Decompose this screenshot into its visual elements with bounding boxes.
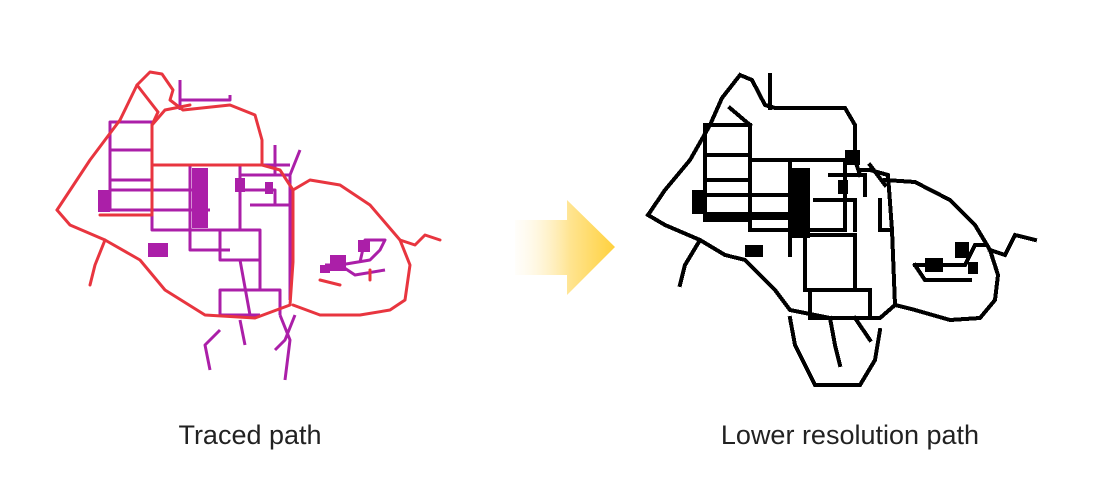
lowres-path-segment bbox=[813, 173, 867, 232]
inner-path-segment bbox=[203, 314, 297, 371]
inner-path-block bbox=[98, 190, 110, 212]
outer-path-segment bbox=[88, 238, 107, 287]
inner-path-segment bbox=[218, 228, 262, 262]
inner-path-block bbox=[192, 168, 208, 228]
lowres-path-block bbox=[925, 258, 943, 272]
traced-path-map bbox=[55, 70, 442, 381]
lowres-path-segment bbox=[645, 168, 898, 320]
inner-path-block bbox=[235, 178, 245, 192]
lowres-path-block bbox=[745, 245, 763, 257]
outer-path-segment bbox=[291, 178, 412, 317]
lowres-path-segment bbox=[703, 123, 752, 222]
lowres-path-segment bbox=[803, 233, 857, 292]
inner-path-network bbox=[108, 80, 387, 381]
lowres-path-segment bbox=[827, 315, 873, 368]
lowres-path-block bbox=[845, 150, 860, 165]
outer-path-segment bbox=[55, 163, 295, 320]
lowres-path-segment bbox=[808, 288, 872, 320]
lowres-path-segment bbox=[912, 262, 972, 282]
lowres-path-map bbox=[645, 72, 1038, 387]
inner-path-segment bbox=[205, 163, 292, 230]
lowres-path-segment bbox=[882, 177, 1001, 323]
right-arrow-icon bbox=[515, 200, 620, 295]
lowres-path-segment bbox=[645, 72, 863, 218]
lowres-path-segment bbox=[787, 315, 883, 387]
lowres-path-network bbox=[645, 72, 1038, 387]
traced-path-caption: Traced path bbox=[178, 420, 322, 450]
inner-path-segment bbox=[110, 148, 200, 192]
lowres-path-blocks bbox=[692, 150, 978, 274]
lowres-path-block bbox=[838, 180, 848, 194]
inner-path-block bbox=[320, 265, 330, 273]
inner-path-blocks bbox=[98, 168, 370, 273]
inner-path-block bbox=[358, 240, 370, 252]
inner-path-block bbox=[265, 182, 273, 194]
inner-path-segment bbox=[108, 120, 154, 212]
lowres-path-block bbox=[788, 168, 810, 238]
inner-path-segment bbox=[240, 188, 290, 207]
inner-path-block bbox=[330, 255, 346, 271]
inner-path-segment bbox=[218, 260, 262, 317]
lowres-path-segment bbox=[987, 232, 1038, 258]
inner-path-segment bbox=[188, 230, 230, 252]
traced-path-panel bbox=[40, 0, 460, 400]
lowres-path-panel bbox=[630, 0, 1060, 400]
lowres-path-segment bbox=[677, 237, 703, 288]
lowres-path-block bbox=[692, 190, 706, 214]
outer-path-segment bbox=[318, 268, 372, 287]
lowres-path-block bbox=[706, 212, 790, 220]
right-arrow-shape bbox=[515, 200, 615, 295]
lowres-path-segment bbox=[867, 162, 894, 232]
inner-path-block bbox=[148, 243, 168, 257]
outer-path-network bbox=[55, 70, 442, 320]
outer-path-segment bbox=[98, 103, 192, 217]
outer-path-segment bbox=[398, 233, 442, 247]
inner-path-segment bbox=[238, 259, 282, 316]
outer-path-segment bbox=[55, 70, 264, 212]
inner-path-segment bbox=[278, 314, 292, 381]
lowres-path-segment bbox=[748, 158, 847, 232]
lowres-path-block bbox=[955, 242, 969, 258]
lowres-path-segment bbox=[727, 73, 772, 128]
lowres-path-caption: Lower resolution path bbox=[720, 420, 980, 450]
inner-path-segment bbox=[339, 263, 386, 277]
outer-path-segment bbox=[135, 83, 160, 127]
lowres-path-block bbox=[968, 262, 978, 274]
